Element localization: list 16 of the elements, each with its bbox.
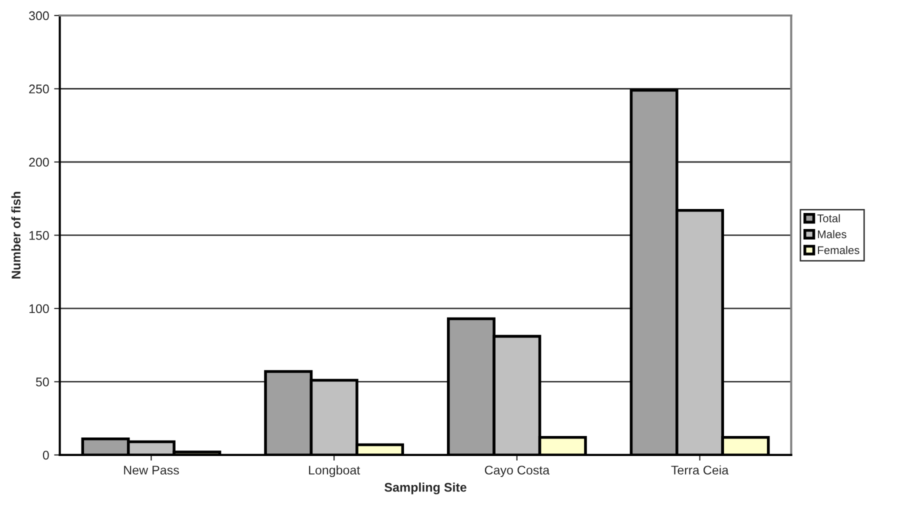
legend-label: Females <box>818 246 860 254</box>
y-tick-label: 100 <box>29 304 49 314</box>
x-tick-label: New Pass <box>124 466 179 475</box>
x-tick-label: Terra Ceia <box>671 465 729 475</box>
y-tick-label: 50 <box>36 378 49 386</box>
x-tick-label: Longboat <box>309 465 360 478</box>
y-tick-label: 0 <box>42 450 49 460</box>
y-tick-label: 200 <box>29 158 49 167</box>
y-tick-label: 150 <box>29 231 49 240</box>
y-axis-title: Number of fish <box>11 192 21 278</box>
legend-label: Total <box>817 214 840 222</box>
x-axis-title: Sampling Site <box>384 482 466 494</box>
y-tick-label: 250 <box>29 84 49 94</box>
legend-label: Males <box>818 230 846 238</box>
y-tick-label: 300 <box>29 11 49 20</box>
x-tick-label: Cayo Costa <box>484 466 550 478</box>
